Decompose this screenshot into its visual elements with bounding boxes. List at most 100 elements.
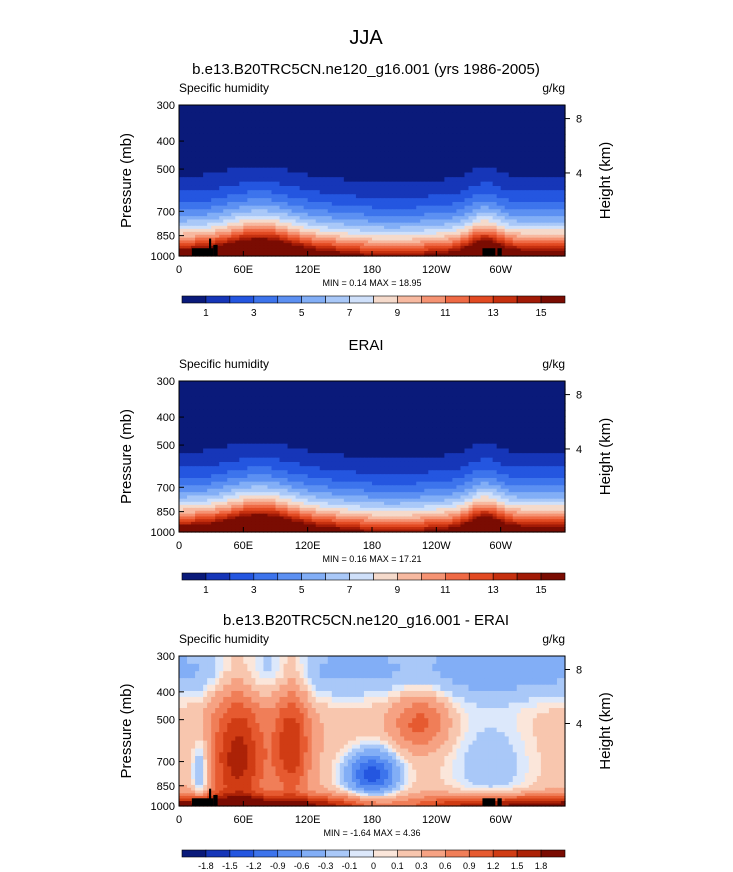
heatmap-cell (251, 427, 256, 434)
heatmap-cell (199, 105, 204, 114)
heatmap-cell (251, 209, 256, 214)
heatmap-cell (315, 461, 321, 467)
heatmap-cell (456, 253, 462, 257)
heatmap-cell (323, 120, 329, 128)
heatmap-cell (488, 167, 494, 174)
heatmap-cell (359, 146, 365, 153)
heatmap-cell (384, 237, 389, 242)
heatmap-cell (416, 112, 421, 121)
heatmap-cell (251, 234, 256, 239)
heatmap-cell (484, 133, 490, 141)
heatmap-cell (251, 231, 256, 236)
heatmap-cell (548, 409, 554, 417)
heatmap-cell (223, 403, 228, 411)
heatmap-cell (215, 198, 220, 203)
heatmap-cell (464, 381, 470, 390)
heatmap-cell (528, 105, 534, 114)
heatmap-cell (440, 433, 445, 440)
heatmap-cell (416, 381, 421, 390)
heatmap-cell (363, 112, 369, 121)
heatmap-cell (508, 216, 514, 221)
heatmap-cell (263, 231, 269, 236)
heatmap-cell (556, 243, 562, 247)
heatmap-cell (227, 219, 232, 224)
heatmap-cell (231, 185, 236, 191)
heatmap-cell (492, 172, 498, 178)
heatmap-cell (492, 388, 498, 397)
heatmap-cell (436, 146, 441, 153)
heatmap-cell (380, 438, 385, 445)
heatmap-cell (392, 427, 397, 434)
heatmap-cell (516, 231, 522, 236)
heatmap-cell (191, 212, 196, 217)
heatmap-cell (279, 457, 285, 463)
heatmap-cell (476, 140, 482, 147)
heatmap-cell (380, 381, 385, 390)
heatmap-cell (552, 167, 558, 174)
heatmap-cell (432, 416, 437, 423)
heatmap-cell (404, 172, 409, 178)
heatmap-cell (388, 151, 393, 158)
heatmap-cell (496, 112, 502, 121)
heatmap-cell (428, 133, 433, 141)
heatmap-cell (436, 240, 441, 244)
heatmap-cell (203, 433, 208, 440)
heatmap-cell (496, 209, 502, 214)
heatmap-cell (191, 457, 196, 463)
heatmap-cell (203, 127, 208, 135)
heatmap-cell (219, 251, 224, 255)
heatmap-cell (363, 422, 369, 429)
heatmap-cell (472, 201, 478, 207)
heatmap-cell (544, 216, 550, 221)
heatmap-cell (347, 162, 353, 169)
heatmap-cell (540, 181, 546, 187)
heatmap-cell (460, 209, 466, 214)
heatmap-cell (311, 448, 317, 454)
heatmap-cell (412, 205, 417, 210)
heatmap-cell (460, 443, 466, 450)
heatmap-cell (263, 201, 269, 207)
heatmap-cell (283, 219, 289, 224)
heatmap-cell (195, 457, 200, 463)
heatmap-cell (400, 234, 405, 239)
heatmap-cell (380, 443, 385, 450)
heatmap-cell (199, 190, 204, 195)
heatmap-cell (223, 190, 228, 195)
heatmap-cell (243, 167, 248, 174)
heatmap-cell (179, 381, 184, 390)
heatmap-cell (440, 409, 445, 417)
heatmap-cell (347, 181, 353, 187)
heatmap-cell (556, 422, 562, 429)
heatmap-cell (315, 167, 321, 174)
heatmap-cell (243, 457, 248, 463)
heatmap-cell (528, 185, 534, 191)
heatmap-cell (327, 381, 333, 390)
heatmap-cell (351, 388, 357, 397)
heatmap-cell (191, 112, 196, 121)
heatmap-cell (460, 167, 466, 174)
heatmap-cell (259, 466, 265, 471)
heatmap-cell (359, 172, 365, 178)
heatmap-cell (372, 185, 377, 191)
heatmap-cell (464, 212, 470, 217)
heatmap-cell (512, 177, 518, 183)
heatmap-cell (215, 112, 220, 121)
heatmap-cell (476, 396, 482, 404)
heatmap-cell (331, 194, 337, 199)
heatmap-cell (311, 228, 317, 233)
heatmap-cell (476, 234, 482, 239)
heatmap-cell (235, 457, 240, 463)
heatmap-cell (460, 231, 466, 236)
heatmap-cell (231, 219, 236, 224)
heatmap-cell (536, 185, 542, 191)
heatmap-cell (355, 251, 361, 255)
heatmap-cell (347, 453, 353, 459)
heatmap-cell (271, 167, 277, 174)
heatmap-cell (279, 234, 285, 239)
heatmap-cell (512, 105, 518, 114)
heatmap-cell (231, 190, 236, 195)
heatmap-cell (512, 216, 518, 221)
heatmap-cell (448, 453, 454, 459)
heatmap-cell (251, 466, 256, 471)
heatmap-cell (432, 133, 437, 141)
